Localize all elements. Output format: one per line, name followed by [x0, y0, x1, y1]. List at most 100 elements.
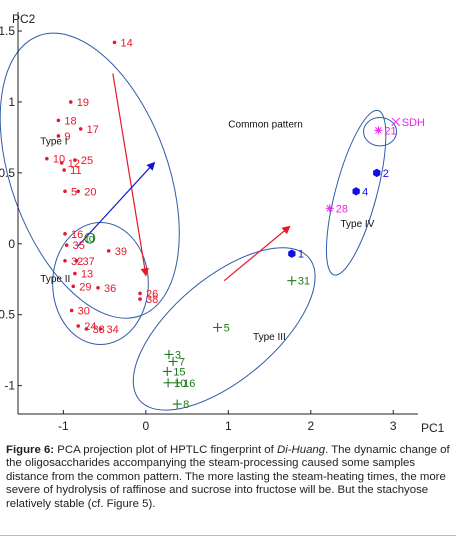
data-point-label: 38 — [146, 294, 158, 306]
data-point — [73, 158, 77, 162]
figure-label: Figure 6: — [6, 444, 55, 456]
data-point — [325, 204, 334, 213]
data-point — [71, 284, 76, 289]
y-tick-label: 0.5 — [0, 166, 15, 180]
data-point-label: 25 — [81, 155, 93, 167]
data-point-label: 33 — [92, 324, 104, 336]
annotation-common-pattern: Common pattern — [228, 119, 302, 130]
data-point — [84, 327, 89, 331]
data-point-label: 5 — [224, 322, 230, 334]
trend-arrow-3 — [223, 225, 291, 282]
data-point — [63, 189, 67, 194]
data-point — [76, 324, 81, 328]
data-point-label: 21 — [384, 125, 396, 137]
data-point — [63, 232, 67, 236]
x-tick-label: 3 — [390, 419, 397, 433]
data-point — [78, 127, 83, 131]
data-point — [96, 285, 100, 290]
data-point-label: 31 — [298, 276, 310, 288]
data-point-label: 13 — [81, 269, 93, 281]
annotation-type-iii: Type III — [253, 332, 286, 343]
data-point — [45, 156, 49, 161]
data-point — [56, 134, 61, 138]
x-axis-label: PC1 — [421, 421, 445, 435]
data-point-label: 2 — [383, 168, 389, 180]
data-point — [391, 117, 401, 127]
x-tick-label: 0 — [142, 419, 149, 433]
data-point — [164, 349, 174, 359]
y-tick-label: 1.5 — [0, 24, 15, 38]
x-tick-label: 1 — [225, 419, 232, 433]
data-point-label: SDH — [402, 117, 425, 129]
data-point — [373, 168, 381, 178]
data-point-label: 39 — [115, 246, 127, 258]
y-tick-label: 0 — [8, 237, 15, 251]
annotation-type-ii: Type II — [40, 274, 70, 285]
group-ellipse-type-ii — [52, 222, 149, 345]
y-tick-label: -0.5 — [0, 308, 15, 322]
data-point-label: 28 — [336, 203, 348, 215]
data-point-label: 26 — [146, 288, 158, 300]
data-point — [168, 357, 178, 367]
group-ellipse-sdh — [363, 117, 398, 147]
data-point — [98, 327, 103, 331]
data-point-label: 4 — [362, 186, 368, 198]
data-point — [163, 378, 173, 388]
data-point-label: 16 — [71, 229, 83, 241]
trend-arrow-1 — [112, 73, 149, 277]
data-point-label: 11 — [70, 165, 81, 177]
data-point-label: 16 — [183, 378, 195, 390]
group-ellipse-type-iii — [132, 247, 316, 411]
data-point — [106, 249, 111, 253]
data-point-label: 36 — [104, 283, 116, 295]
caption-text-before: PCA projection plot of HPTLC fingerprint… — [54, 444, 277, 456]
group-annotations: Common pattern Type I Type II Type III Type … — [40, 119, 374, 343]
data-point-label: 9 — [64, 131, 70, 143]
data-point — [73, 271, 77, 276]
data-point — [162, 366, 172, 376]
data-point — [62, 168, 66, 172]
data-point — [69, 308, 74, 313]
data-point — [374, 126, 383, 135]
data-point — [172, 378, 182, 388]
data-point — [138, 291, 142, 296]
y-axis-label: PC2 — [12, 12, 36, 26]
y-tick-label: -1 — [4, 379, 15, 393]
data-point — [84, 232, 96, 244]
data-point — [63, 259, 67, 263]
data-point-label: 34 — [106, 324, 118, 336]
axes: PC2 PC1 — [12, 12, 445, 435]
data-point — [138, 297, 142, 301]
data-point — [112, 40, 117, 45]
data-point — [68, 100, 73, 104]
caption-divider — [0, 535, 456, 536]
annotation-type-iv: Type IV — [340, 219, 374, 230]
data-point-label: 1 — [298, 249, 304, 261]
caption-text-after: . The dynamic change of the oligosacchar… — [6, 444, 450, 510]
data-point-label: 5 — [71, 186, 77, 198]
data-point-label: 29 — [79, 281, 91, 293]
data-point-label: 3 — [175, 349, 181, 361]
data-point-label: td — [86, 233, 95, 245]
data-point — [352, 187, 360, 196]
data-point-label: 12 — [68, 158, 80, 170]
group-ellipses — [0, 32, 398, 411]
data-points: 1419181791012251152016353237133929362638… — [45, 37, 425, 411]
data-point-label: 15 — [173, 366, 185, 378]
data-point — [59, 161, 64, 165]
caption-italic: Di-Huang — [276, 444, 326, 456]
data-point-label: 10 — [53, 154, 65, 166]
data-point-label: 14 — [120, 37, 132, 49]
annotation-type-i: Type I — [40, 136, 67, 147]
data-point-label: 18 — [64, 115, 76, 127]
x-tick-label: 2 — [307, 419, 314, 433]
data-point-label: 30 — [78, 305, 90, 317]
data-point — [213, 322, 223, 332]
data-point-label: 8 — [183, 399, 189, 411]
data-point — [76, 189, 81, 194]
data-point — [64, 243, 69, 248]
data-point-label: 37 — [83, 256, 95, 268]
data-point — [288, 249, 296, 258]
